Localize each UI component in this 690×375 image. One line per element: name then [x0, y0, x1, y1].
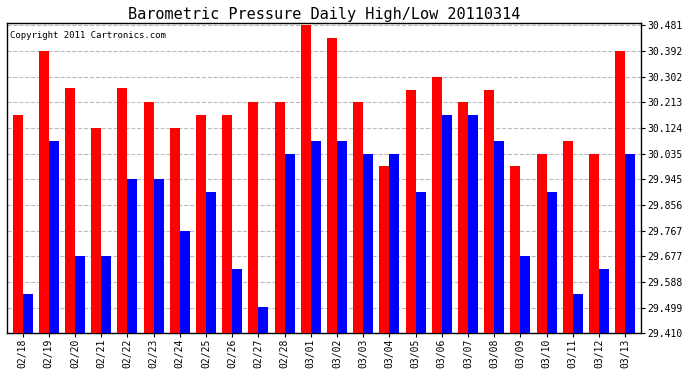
Bar — [75, 256, 85, 333]
Bar — [128, 179, 137, 333]
Bar — [625, 153, 635, 333]
Bar — [406, 90, 415, 333]
Title: Barometric Pressure Daily High/Low 20110314: Barometric Pressure Daily High/Low 20110… — [128, 7, 520, 22]
Bar — [170, 128, 180, 333]
Bar — [380, 166, 389, 333]
Bar — [432, 77, 442, 333]
Bar — [337, 141, 347, 333]
Bar — [91, 128, 101, 333]
Bar — [49, 141, 59, 333]
Text: Copyright 2011 Cartronics.com: Copyright 2011 Cartronics.com — [10, 31, 166, 40]
Bar — [546, 192, 557, 333]
Bar — [563, 141, 573, 333]
Bar — [39, 51, 49, 333]
Bar — [520, 256, 531, 333]
Bar — [511, 166, 520, 333]
Bar — [363, 153, 373, 333]
Bar — [484, 90, 494, 333]
Bar — [327, 38, 337, 333]
Bar — [206, 192, 216, 333]
Bar — [389, 153, 400, 333]
Bar — [23, 294, 32, 333]
Bar — [248, 102, 259, 333]
Bar — [573, 294, 583, 333]
Bar — [101, 256, 111, 333]
Bar — [65, 88, 75, 333]
Bar — [222, 116, 233, 333]
Bar — [310, 141, 321, 333]
Bar — [458, 102, 468, 333]
Bar — [494, 141, 504, 333]
Bar — [259, 307, 268, 333]
Bar — [599, 269, 609, 333]
Bar — [117, 88, 128, 333]
Bar — [284, 153, 295, 333]
Bar — [353, 102, 363, 333]
Bar — [180, 231, 190, 333]
Bar — [537, 153, 546, 333]
Bar — [233, 269, 242, 333]
Bar — [12, 116, 23, 333]
Bar — [301, 26, 310, 333]
Bar — [154, 179, 164, 333]
Bar — [442, 116, 452, 333]
Bar — [589, 153, 599, 333]
Bar — [144, 102, 154, 333]
Bar — [196, 116, 206, 333]
Bar — [468, 116, 478, 333]
Bar — [275, 102, 284, 333]
Bar — [615, 51, 625, 333]
Bar — [415, 192, 426, 333]
